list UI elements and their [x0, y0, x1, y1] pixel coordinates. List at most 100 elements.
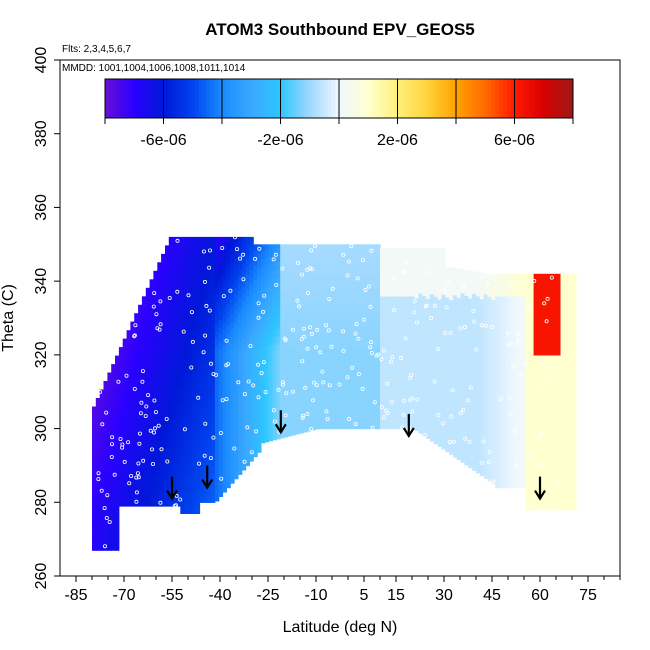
heat-cell: [184, 314, 189, 323]
heat-cell: [410, 281, 416, 290]
sample-point: [315, 327, 320, 332]
heat-cell: [533, 288, 538, 297]
colorbar-swatch: [432, 79, 437, 118]
heat-cell: [253, 264, 258, 273]
heat-cell: [464, 450, 469, 459]
heat-cell: [138, 343, 143, 352]
heat-cell: [549, 428, 554, 437]
heat-cell: [368, 303, 373, 312]
heat-cell: [207, 310, 212, 319]
sample-point: [105, 493, 110, 498]
heat-cell: [291, 427, 297, 436]
heat-cell: [172, 380, 177, 389]
heat-cell: [418, 300, 423, 309]
heat-cell: [464, 346, 469, 355]
heat-cell: [195, 506, 201, 514]
heat-cell: [191, 314, 197, 323]
heat-cell: [391, 273, 396, 282]
heat-cell: [153, 292, 158, 301]
heat-cell: [499, 391, 504, 400]
heat-cell: [211, 494, 216, 503]
sample-point: [271, 408, 276, 413]
sample-point: [309, 427, 314, 432]
heat-cell: [211, 259, 216, 267]
heat-cell: [307, 416, 312, 425]
heat-cell: [95, 469, 101, 478]
heat-cell: [506, 465, 512, 474]
heat-cell: [333, 391, 339, 400]
heat-cell: [568, 472, 573, 481]
colorbar-swatch: [116, 79, 122, 118]
heat-cell: [245, 310, 250, 319]
heat-cell: [180, 439, 185, 448]
heat-cell: [161, 336, 166, 345]
heat-cell: [525, 332, 531, 341]
heat-cell: [218, 356, 224, 365]
heat-cell: [287, 295, 293, 304]
heat-cell: [191, 270, 197, 279]
heat-cell: [176, 292, 181, 301]
heat-cell: [211, 413, 216, 422]
heat-cell: [383, 273, 389, 282]
heat-cell: [303, 343, 308, 352]
heat-cell: [222, 462, 227, 471]
y-tick-label: 340: [33, 268, 50, 295]
heat-cell: [111, 402, 116, 411]
heat-cell: [529, 443, 535, 452]
heat-cell: [341, 369, 346, 378]
heat-cell: [525, 384, 531, 393]
heat-cell: [161, 380, 166, 389]
heat-cell: [287, 421, 293, 429]
heat-cell: [253, 294, 258, 303]
heat-cell: [510, 369, 515, 378]
heat-cell: [184, 417, 189, 426]
heat-cell: [360, 377, 366, 385]
heat-cell: [180, 240, 185, 249]
heat-cell: [437, 313, 442, 322]
heat-cell: [556, 310, 561, 319]
heat-cell: [191, 388, 197, 396]
heat-cell: [218, 260, 224, 269]
heat-cell: [253, 412, 258, 421]
heat-cell: [153, 343, 158, 352]
heat-cell: [165, 388, 170, 396]
heat-cell: [552, 281, 558, 290]
heat-cell: [303, 417, 308, 426]
heat-cell: [280, 408, 285, 417]
heat-cell: [184, 506, 189, 514]
heat-cell: [218, 363, 224, 372]
heat-cell: [460, 314, 465, 323]
heat-cell: [176, 469, 181, 478]
heat-cell: [122, 373, 128, 382]
heat-cell: [499, 443, 504, 452]
heat-cell: [437, 387, 442, 396]
heat-cell: [449, 343, 454, 352]
heat-cell: [291, 272, 297, 281]
sample-point: [281, 382, 286, 387]
sample-point: [207, 265, 212, 270]
heat-cell: [103, 424, 108, 433]
heat-cell: [107, 395, 112, 404]
heat-cell: [264, 309, 270, 317]
heat-cell: [453, 346, 458, 355]
heat-cell: [510, 399, 515, 408]
heat-cell: [414, 400, 419, 409]
heat-cell: [479, 387, 485, 395]
heat-cell: [111, 506, 116, 514]
heat-cell: [357, 399, 362, 408]
heat-cell: [291, 309, 297, 318]
heat-cell: [506, 435, 512, 444]
sample-point: [290, 327, 295, 332]
heat-cell: [449, 380, 454, 389]
heat-cell: [165, 329, 170, 338]
heat-cell: [157, 388, 162, 396]
heat-cell: [299, 418, 304, 427]
heat-cell: [387, 332, 393, 341]
heat-cell: [391, 248, 396, 253]
heat-cell: [253, 309, 258, 318]
heat-cell: [141, 336, 147, 345]
heat-cell: [341, 377, 346, 385]
heat-cell: [514, 435, 519, 444]
heat-cell: [333, 266, 339, 275]
heat-cell: [341, 362, 346, 371]
